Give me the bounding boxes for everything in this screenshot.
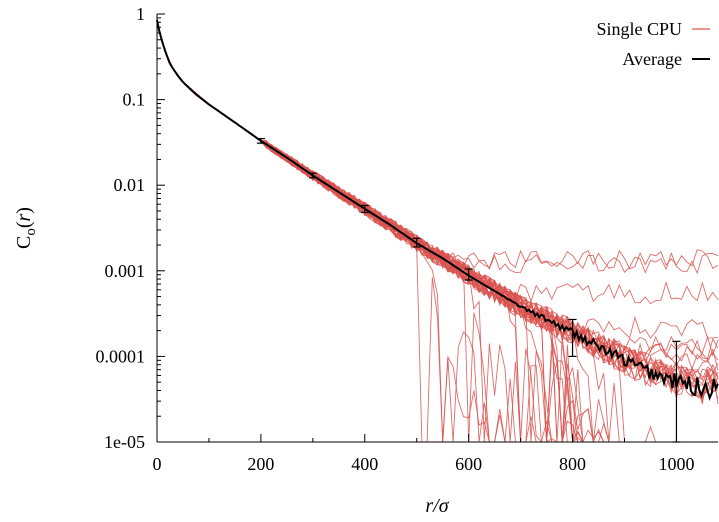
single-cpu-line xyxy=(156,19,719,405)
average-line xyxy=(156,19,719,401)
x-tick-label: 1000 xyxy=(658,454,694,474)
y-tick-label: 0.0001 xyxy=(96,346,146,366)
single-cpu-line xyxy=(156,19,719,386)
legend: Single CPU Average xyxy=(596,19,710,69)
y-axis-label: Co(r) xyxy=(13,207,39,249)
y-tick-label: 0.1 xyxy=(123,90,146,110)
single-cpu-line xyxy=(156,19,719,403)
x-tick-label: 200 xyxy=(247,454,274,474)
x-tick-label: 400 xyxy=(351,454,378,474)
lines-layer xyxy=(156,19,719,444)
single-cpu-line xyxy=(156,19,719,397)
x-axis-label: r/σ xyxy=(425,495,449,517)
single-cpu-line xyxy=(156,19,719,399)
y-tick-label: 0.01 xyxy=(114,175,146,195)
x-tick-label: 600 xyxy=(455,454,482,474)
x-tick-label: 0 xyxy=(153,454,162,474)
error-bars-layer xyxy=(256,138,681,443)
y-tick-label: 0.001 xyxy=(105,261,146,281)
legend-label-average: Average xyxy=(622,49,682,69)
single-cpu-line xyxy=(156,19,719,386)
single-cpu-line xyxy=(156,19,719,388)
y-tick-label: 1e-05 xyxy=(104,432,145,452)
single-cpu-line xyxy=(156,19,719,367)
single-cpu-line xyxy=(156,19,719,391)
y-axis-label-args: (r) xyxy=(13,207,35,228)
y-tick-label: 1 xyxy=(136,4,145,24)
single-cpu-line xyxy=(156,19,719,389)
single-cpu-line xyxy=(156,19,719,405)
y-axis-label-subscript: o xyxy=(23,228,39,236)
x-tick-label: 800 xyxy=(559,454,586,474)
single-cpu-line xyxy=(156,19,719,398)
legend-label-single-cpu: Single CPU xyxy=(596,19,682,39)
axes-layer: 0 200 400 600 800 1000 1 0.1 0.01 0.001 0.0001 1e-0… xyxy=(96,4,718,474)
